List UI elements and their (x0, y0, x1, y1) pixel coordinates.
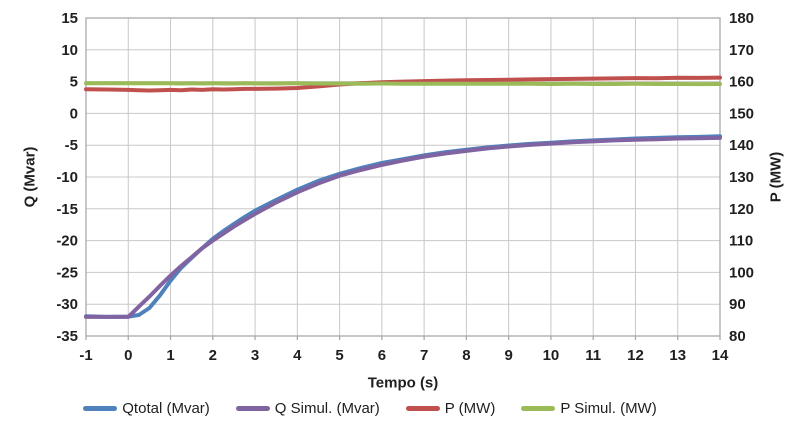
x-tick-label: 5 (335, 347, 343, 364)
x-tick-label: 11 (585, 347, 601, 364)
y-axis-title-right: P (MW) (767, 151, 785, 203)
x-tick-label: 7 (420, 347, 428, 364)
x-axis-title: Tempo (s) (367, 374, 439, 392)
y-tick-label-right: 170 (729, 42, 754, 59)
y-tick-label-left: 5 (70, 74, 78, 91)
y-tick-label-left: -10 (56, 169, 78, 186)
y-tick-label-right: 100 (729, 264, 754, 281)
x-tick-label: 6 (378, 347, 386, 364)
legend-item-p-mw: P (MW) (405, 400, 496, 417)
y-tick-label-left: 15 (61, 10, 78, 27)
y-tick-label-left: -25 (56, 264, 78, 281)
y-tick-label-right: 160 (729, 74, 754, 91)
legend-label: P (MW) (444, 400, 496, 417)
legend-label: Qtotal (Mvar) (122, 400, 210, 417)
x-tick-label: 12 (627, 347, 644, 364)
x-tick-label: 2 (209, 347, 217, 364)
y-axis-title-left: Q (Mvar) (21, 146, 39, 208)
legend-swatch (405, 406, 440, 411)
chart-legend: Qtotal (Mvar) Q Simul. (Mvar) P (MW) P Simu… (0, 400, 740, 417)
series-line-p-simul-mw (84, 81, 722, 87)
y-tick-label-right: 150 (729, 105, 754, 122)
y-tick-label-left: -15 (56, 201, 78, 218)
legend-label: Q Simul. (Mvar) (274, 400, 380, 417)
legend-item-p-simul-mw: P Simul. (MW) (521, 400, 657, 417)
y-tick-label-right: 90 (729, 296, 746, 313)
legend-swatch (235, 406, 270, 411)
x-tick-label: 3 (251, 347, 259, 364)
y-tick-label-right: 110 (729, 233, 753, 250)
y-tick-label-left: -5 (65, 137, 78, 154)
x-tick-label: -1 (79, 347, 92, 364)
legend-item-q-simul-mvar: Q Simul. (Mvar) (235, 400, 380, 417)
legend-item-qtotal-mvar: Qtotal (Mvar) (83, 400, 210, 417)
series-line-q-simul-mvar (84, 135, 722, 319)
y-tick-label-right: 180 (729, 10, 754, 27)
y-tick-label-left: 10 (61, 42, 78, 59)
x-tick-label: 8 (462, 347, 470, 364)
x-tick-label: 9 (504, 347, 512, 364)
legend-label: P Simul. (MW) (560, 400, 657, 417)
y-tick-label-right: 80 (729, 328, 746, 345)
plot-border (85, 17, 721, 337)
y-tick-label-right: 140 (729, 137, 754, 154)
x-tick-label: 4 (293, 347, 302, 364)
x-tick-label: 10 (543, 347, 560, 364)
y-tick-label-left: -35 (56, 328, 78, 345)
y-tick-label-right: 130 (729, 169, 754, 186)
x-tick-label: 13 (669, 347, 686, 364)
x-tick-label: 1 (166, 347, 174, 364)
y-tick-label-left: 0 (70, 105, 78, 122)
y-tick-label-left: -20 (56, 233, 78, 250)
x-tick-label: 0 (124, 347, 132, 364)
legend-swatch (83, 406, 118, 411)
y-tick-label-left: -30 (56, 296, 78, 313)
x-tick-label: 14 (712, 347, 729, 364)
legend-swatch (521, 406, 556, 411)
y-tick-label-right: 120 (729, 201, 754, 218)
